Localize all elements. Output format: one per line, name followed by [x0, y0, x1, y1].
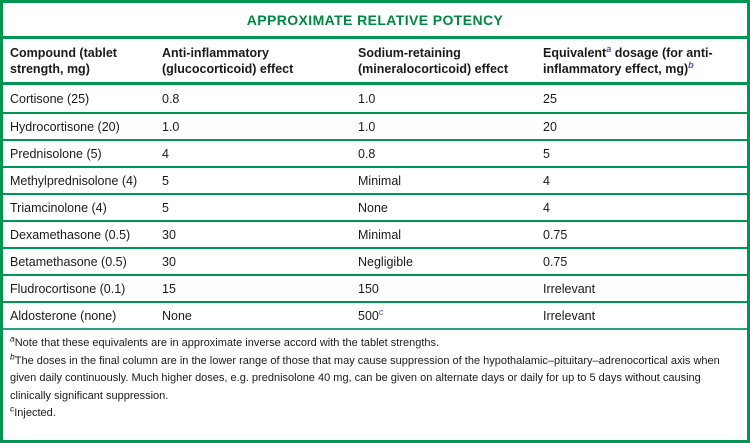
table-row-aldosterone: Aldosterone (none) None 500c Irrelevant	[3, 301, 747, 328]
anti-inflammatory-cell: None	[162, 308, 192, 323]
equivalent-dosage-cell: 4	[543, 173, 550, 188]
compound-cell: Methylprednisolone (4)	[10, 173, 138, 188]
compound-cell: Aldosterone (none)	[10, 308, 117, 323]
footnotes-section: aNote that these equivalents are in appr…	[3, 328, 747, 440]
footnote-a: aNote that these equivalents are in appr…	[10, 333, 440, 349]
table-row-methylprednisolone: Methylprednisolone (4) 5 Minimal 4	[3, 166, 747, 193]
table-title-band: APPROXIMATE RELATIVE POTENCY	[3, 3, 747, 39]
compound-cell: Prednisolone (5)	[10, 146, 102, 161]
anti-inflammatory-cell: 30	[162, 254, 176, 269]
compound-cell: Cortisone (25)	[10, 91, 90, 106]
equivalent-dosage-cell: 0.75	[543, 254, 568, 269]
anti-inflammatory-cell: 1.0	[162, 119, 180, 134]
sodium-retaining-cell: Minimal	[358, 173, 402, 188]
table-header-row: Compound (tablet strength, mg) Anti-infl…	[3, 39, 747, 85]
table-title: APPROXIMATE RELATIVE POTENCY	[246, 11, 504, 28]
sodium-retaining-cell: Minimal	[358, 227, 402, 242]
footnote-b: bThe doses in the final column are in th…	[10, 350, 720, 402]
sodium-retaining-cell: 500c	[358, 306, 384, 323]
superscript-a: a	[606, 43, 612, 54]
superscript-b: b	[688, 59, 694, 70]
anti-inflammatory-cell: 4	[162, 146, 169, 161]
equivalent-dosage-cell: 4	[543, 200, 550, 215]
header-compound: Compound (tablet strength, mg)	[10, 45, 117, 76]
sodium-retaining-cell: 150	[358, 281, 379, 296]
anti-inflammatory-cell: 15	[162, 281, 176, 296]
header-sodium-retaining: Sodium-retaining (mineralocorticoid) eff…	[358, 45, 509, 76]
compound-cell: Triamcinolone (4)	[10, 200, 107, 215]
compound-cell: Hydrocortisone (20)	[10, 119, 120, 134]
compound-cell: Dexamethasone (0.5)	[10, 227, 131, 242]
table-row-dexamethasone: Dexamethasone (0.5) 30 Minimal 0.75	[3, 220, 747, 247]
table-row-betamethasone: Betamethasone (0.5) 30 Negligible 0.75	[3, 247, 747, 274]
sodium-retaining-cell: Negligible	[358, 254, 413, 269]
equivalent-dosage-cell: Irrelevant	[543, 281, 596, 296]
header-equivalent-dosage: Equivalenta dosage (for anti- inflammato…	[543, 43, 713, 76]
header-anti-inflammatory: Anti-inflammatory (glucocorticoid) effec…	[162, 45, 294, 76]
table-row-cortisone: Cortisone (25) 0.8 1.0 25	[3, 85, 747, 112]
anti-inflammatory-cell: 30	[162, 227, 176, 242]
anti-inflammatory-cell: 5	[162, 173, 169, 188]
compound-cell: Betamethasone (0.5)	[10, 254, 127, 269]
equivalent-dosage-cell: 20	[543, 119, 557, 134]
anti-inflammatory-cell: 0.8	[162, 91, 180, 106]
compound-cell: Fludrocortisone (0.1)	[10, 281, 126, 296]
sodium-retaining-cell: 1.0	[358, 119, 376, 134]
equivalent-dosage-cell: 0.75	[543, 227, 568, 242]
footnote-c: cInjected.	[10, 403, 56, 419]
sodium-retaining-cell: 1.0	[358, 91, 376, 106]
equivalent-dosage-cell: 25	[543, 91, 557, 106]
table-row-fludrocortisone: Fludrocortisone (0.1) 15 150 Irrelevant	[3, 274, 747, 301]
table-row-prednisolone: Prednisolone (5) 4 0.8 5	[3, 139, 747, 166]
anti-inflammatory-cell: 5	[162, 200, 169, 215]
table-row-triamcinolone: Triamcinolone (4) 5 None 4	[3, 193, 747, 220]
sodium-retaining-cell: None	[358, 200, 388, 215]
superscript-c: c	[378, 306, 384, 317]
equivalent-dosage-cell: Irrelevant	[543, 308, 596, 323]
equivalent-dosage-cell: 5	[543, 146, 550, 161]
table-row-hydrocortisone: Hydrocortisone (20) 1.0 1.0 20	[3, 112, 747, 139]
sodium-retaining-cell: 0.8	[358, 146, 376, 161]
